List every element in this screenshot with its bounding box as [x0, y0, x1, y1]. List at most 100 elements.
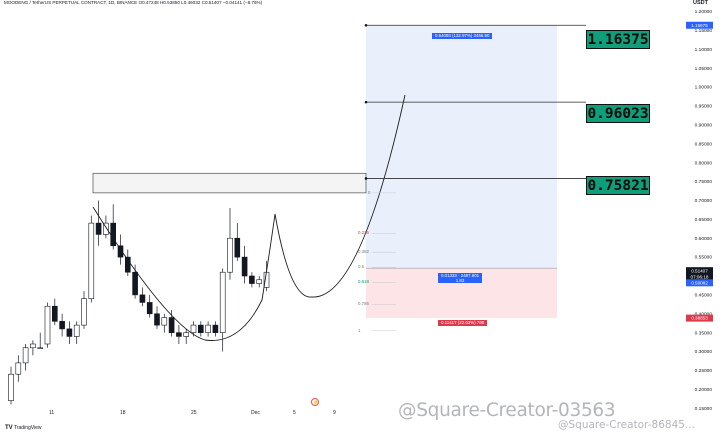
target-price-tag: 1.16675: [691, 23, 708, 28]
price-tick: 0.45000: [695, 292, 713, 298]
chart-header: MOODENG / TetherUS PERPETUAL CONTRACT, 1…: [4, 0, 262, 5]
price-tick: 1.20000: [695, 9, 713, 15]
entry-stats-label: 0.01333 · 2487.801 1.83: [438, 273, 483, 283]
stop-price-tag-bg: [686, 314, 713, 322]
time-label: 9: [333, 410, 336, 416]
price-tick: 0.80000: [695, 160, 713, 166]
candle: [66, 328, 73, 337]
entry-price-tag-bg: [686, 279, 713, 287]
candle: [8, 373, 14, 401]
ohlc-readout: O0.47248 H0.53850 L0.46032 C0.51407 −0.0…: [138, 0, 263, 5]
price-tick: 0.25000: [695, 368, 713, 374]
entry-price-tag: 0.50082: [691, 280, 708, 285]
candle: [227, 237, 233, 273]
target-price-tag-bg: [686, 21, 713, 29]
candle: [95, 222, 102, 235]
stop-price-tag: 0.38853: [691, 316, 708, 321]
price-tick: 0.30000: [695, 349, 713, 355]
price-tick: 1.00000: [695, 85, 713, 91]
candle: [234, 237, 241, 258]
candle: [219, 271, 226, 333]
fib-label: 0.786: [358, 301, 369, 307]
fib-label: 0.382: [358, 249, 369, 255]
candle: [146, 302, 153, 315]
candle: [51, 305, 58, 322]
time-label: 18: [120, 410, 126, 416]
tradingview-logo-icon: TV: [5, 425, 13, 431]
price-axis: 1.20000 1.15000 1.10000 1.05000 1.00000 0.950…: [686, 9, 713, 412]
target-anchor: [364, 177, 368, 180]
price-tick: 1.05000: [695, 66, 713, 72]
candle: [88, 222, 95, 299]
cup-handle-curve: [92, 94, 406, 341]
current-price-tag-countdown: 07:06:18: [691, 274, 709, 279]
candle: [37, 347, 44, 349]
price-tick: 0.60000: [695, 236, 713, 242]
price-tick: 0.65000: [695, 217, 713, 223]
price-tick: 0.35000: [695, 330, 713, 336]
candle: [73, 324, 80, 337]
price-tick: 0.55000: [695, 255, 713, 261]
price-tick: 0.40000: [695, 311, 713, 317]
candle: [198, 324, 204, 333]
current-price-tag: 0.51407: [691, 268, 708, 273]
fib-label: 0: [368, 189, 371, 195]
watermark: @Square-Creator-03563: [398, 400, 616, 421]
resistance-box: [92, 172, 367, 194]
candle: [44, 305, 51, 345]
candle: [125, 256, 131, 273]
target-box-2: 0.96023: [586, 104, 650, 123]
candle: [117, 245, 124, 258]
candle: [205, 324, 211, 333]
candle: [183, 332, 189, 337]
currency-label[interactable]: USDT: [693, 0, 708, 6]
candle: [212, 324, 219, 333]
entry-stats-line2: 1.83: [455, 278, 465, 283]
candle: [176, 332, 182, 337]
time-label: 5: [293, 410, 296, 416]
current-price-tag-bg: [686, 267, 713, 281]
event-flag-icon[interactable]: ⚡: [311, 398, 320, 406]
tradingview-brand[interactable]: TV TradingView: [5, 425, 42, 431]
price-tick: 1.10000: [695, 47, 713, 53]
price-tick: 1.15000: [695, 28, 713, 34]
price-tick: 0.70000: [695, 198, 713, 204]
fib-label: 0.5: [358, 264, 365, 270]
price-tick: 0.90000: [695, 122, 713, 128]
target-zone: [366, 25, 557, 269]
candle: [30, 343, 36, 349]
candles-group: [8, 200, 270, 405]
fib-label: 1: [358, 327, 361, 333]
time-label: Dec: [251, 410, 260, 416]
fib-label: 0.618: [358, 279, 369, 285]
target-box-1: 1.16375: [586, 30, 650, 49]
price-tick: 0.20000: [695, 387, 713, 393]
entry-stats-line1: 0.01333 · 2487.801: [441, 273, 480, 278]
candle: [154, 313, 160, 326]
tradingview-brand-name: TradingView: [13, 425, 42, 431]
candle: [110, 222, 116, 247]
candle: [59, 321, 65, 330]
target-anchor: [364, 23, 368, 27]
candle: [81, 298, 87, 326]
candle: [249, 275, 255, 284]
stop-stats-label: 0.11417 (22.63%) 798: [438, 320, 488, 326]
candle: [256, 279, 263, 284]
candle: [190, 324, 197, 333]
watermark-small: @Square-Creator-86845...: [558, 419, 695, 431]
time-label: 11: [49, 410, 55, 416]
candle: [15, 362, 22, 375]
target-anchor: [364, 100, 368, 104]
candle: [168, 317, 175, 333]
candle: [161, 317, 168, 326]
price-tick: 0.85000: [695, 141, 713, 147]
price-tick: 0.15000: [695, 406, 713, 412]
candle: [241, 256, 248, 277]
fib-label: 0.236: [358, 230, 369, 236]
time-label: 25: [191, 410, 197, 416]
price-tick: 0.75000: [695, 179, 713, 185]
candle: [132, 271, 138, 296]
symbol-title[interactable]: MOODENG / TetherUS PERPETUAL CONTRACT, 1…: [4, 0, 138, 5]
target-stats-label: 0.64093 (132.97%) 2456.90: [432, 33, 493, 39]
